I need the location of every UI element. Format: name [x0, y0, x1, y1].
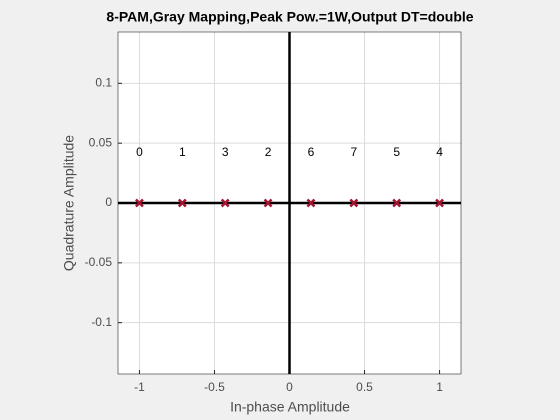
point-label: 7 — [350, 145, 357, 159]
marker — [135, 198, 144, 208]
point-label: 1 — [179, 145, 186, 159]
point-label: 0 — [136, 145, 143, 159]
marker — [349, 198, 359, 208]
marker — [220, 198, 230, 208]
x-axis-label: In-phase Amplitude — [230, 399, 350, 415]
marker — [177, 198, 187, 208]
point-label: 6 — [308, 145, 315, 159]
y-tick-label: 0.1 — [95, 76, 112, 90]
point-label: 3 — [222, 145, 229, 159]
marker — [392, 198, 402, 208]
x-tick-label: -0.5 — [204, 380, 225, 394]
marker — [306, 198, 316, 208]
y-tick-label: -0.1 — [91, 315, 112, 329]
y-tick-label: -0.05 — [85, 255, 113, 269]
y-tick-label: 0 — [105, 195, 112, 209]
marker — [435, 198, 444, 208]
x-tick-label: 0.5 — [356, 380, 373, 394]
chart-title: 8-PAM,Gray Mapping,Peak Pow.=1W,Output D… — [106, 9, 473, 25]
x-tick-label: 1 — [436, 380, 443, 394]
y-axis-label: Quadrature Amplitude — [61, 135, 77, 271]
point-label: 2 — [265, 145, 272, 159]
x-tick-label: 0 — [286, 380, 293, 394]
marker — [263, 198, 273, 208]
point-label: 4 — [436, 145, 443, 159]
point-label: 5 — [393, 145, 400, 159]
x-tick-label: -1 — [134, 380, 145, 394]
y-tick-label: 0.05 — [89, 135, 113, 149]
